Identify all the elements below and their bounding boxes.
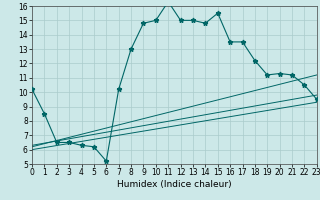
X-axis label: Humidex (Indice chaleur): Humidex (Indice chaleur): [117, 180, 232, 189]
